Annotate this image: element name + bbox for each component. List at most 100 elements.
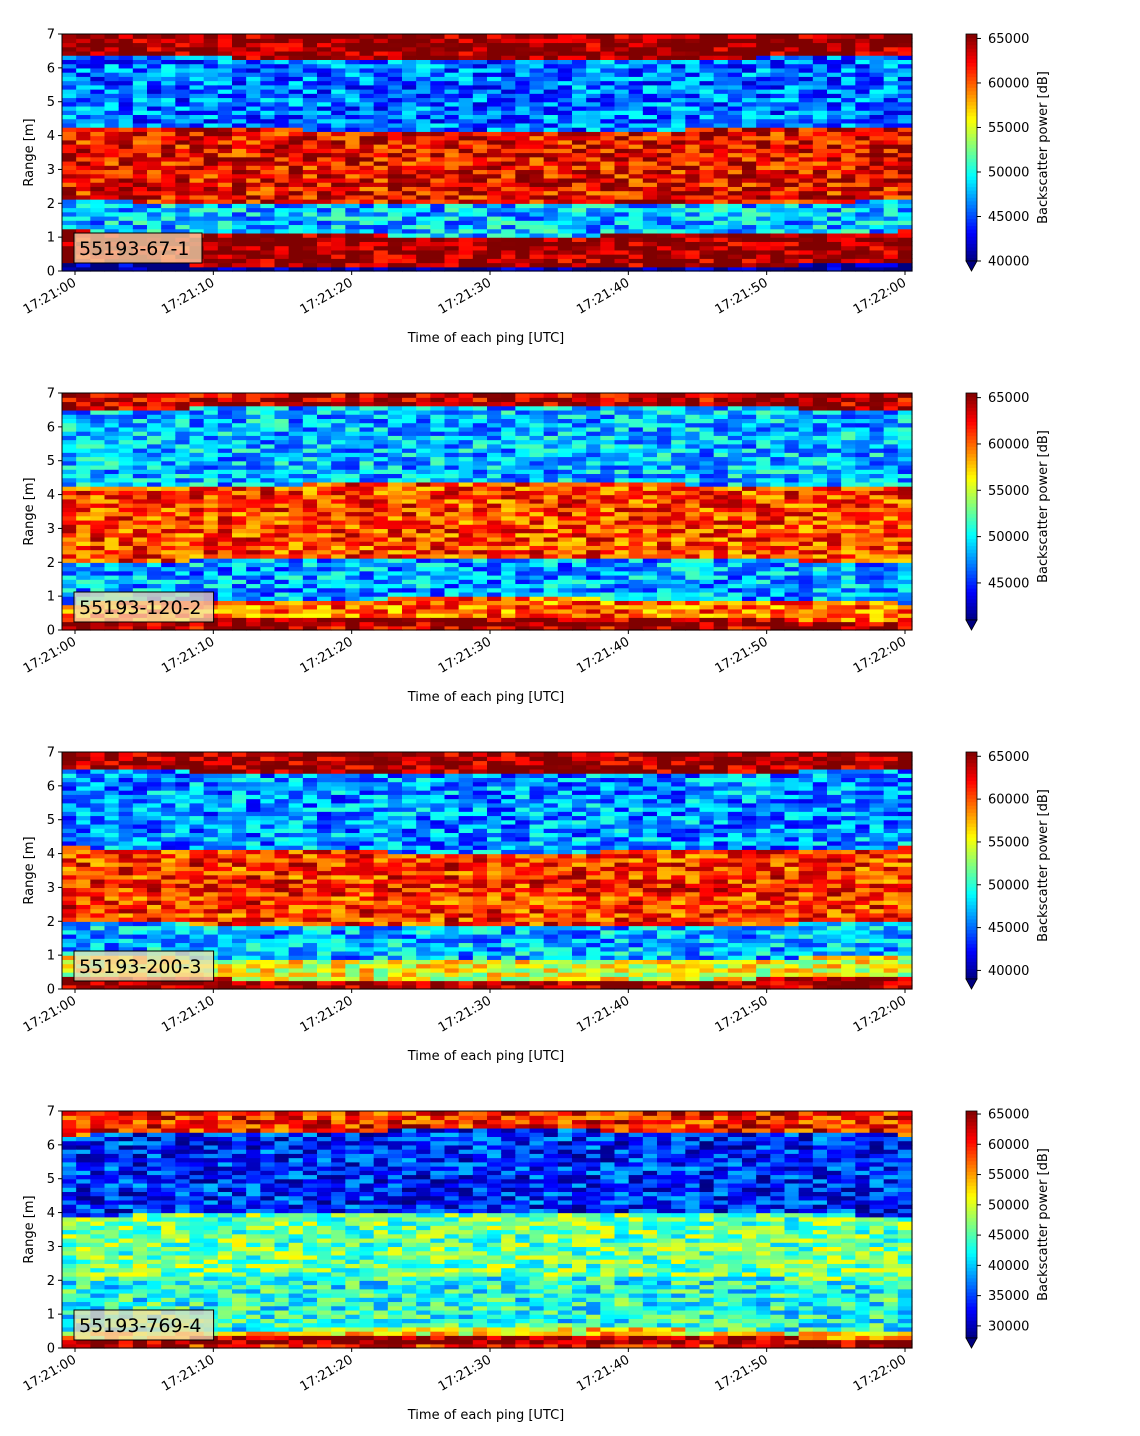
heatmap-cell — [387, 67, 403, 73]
heatmap-cell — [302, 38, 318, 44]
heatmap-cell — [317, 67, 332, 73]
heatmap-cell — [246, 456, 261, 462]
heatmap-cell — [118, 418, 134, 424]
heatmap-cell — [387, 237, 403, 242]
heatmap-cell — [175, 148, 191, 154]
heatmap-cell — [147, 469, 162, 475]
heatmap-cell — [62, 545, 77, 551]
heatmap-cell — [373, 477, 389, 483]
heatmap-cell — [147, 562, 162, 568]
heatmap-cell — [62, 401, 77, 407]
heatmap-cell — [614, 114, 630, 120]
heatmap-cell — [161, 621, 176, 627]
heatmap-cell — [416, 177, 431, 183]
heatmap-cell — [217, 169, 233, 175]
heatmap-cell — [784, 245, 800, 251]
heatmap-cell — [713, 245, 729, 251]
heatmap-cell — [812, 152, 828, 158]
heatmap-cell — [90, 182, 106, 187]
heatmap-cell — [784, 67, 800, 73]
heatmap-cell — [302, 237, 318, 242]
heatmap-cell — [203, 625, 219, 631]
heatmap-cell — [430, 579, 446, 585]
heatmap-cell — [302, 486, 318, 491]
heatmap-cell — [727, 228, 743, 234]
heatmap-cell — [430, 207, 446, 213]
heatmap-cell — [798, 215, 814, 221]
heatmap-cell — [331, 473, 346, 479]
heatmap-cell — [784, 237, 800, 242]
heatmap-cell — [232, 182, 247, 187]
heatmap-cell — [345, 401, 361, 407]
heatmap-cell — [557, 262, 573, 268]
heatmap-cell — [90, 519, 106, 525]
heatmap-cell — [883, 139, 899, 145]
colorbar-segment — [966, 221, 977, 227]
heatmap-cell — [90, 545, 106, 551]
heatmap-cell — [543, 190, 559, 196]
heatmap-cell — [572, 114, 587, 120]
heatmap-cell — [132, 397, 148, 403]
heatmap-cell — [373, 135, 389, 141]
heatmap-cell — [217, 42, 233, 48]
heatmap-cell — [76, 194, 91, 200]
heatmap-cell — [855, 67, 871, 73]
heatmap-cell — [232, 536, 247, 542]
heatmap-cell — [685, 76, 701, 82]
heatmap-cell — [487, 67, 502, 73]
heatmap-cell — [572, 245, 587, 251]
heatmap-cell — [302, 401, 318, 407]
heatmap-cell — [189, 397, 205, 403]
heatmap-cell — [869, 76, 885, 82]
heatmap-cell — [756, 101, 771, 107]
heatmap-cell — [118, 481, 134, 487]
heatmap-cell — [557, 237, 573, 242]
heatmap-cell — [487, 156, 502, 162]
heatmap-cell — [118, 579, 134, 585]
heatmap-cell — [869, 38, 885, 44]
heatmap-cell — [90, 122, 106, 128]
heatmap-cell — [189, 414, 205, 419]
heatmap-cell — [189, 541, 205, 546]
heatmap-cell — [246, 173, 261, 179]
heatmap-cell — [572, 262, 587, 268]
heatmap-cell — [232, 591, 247, 597]
heatmap-cell — [487, 46, 502, 52]
heatmap-cell — [883, 135, 899, 141]
heatmap-cell — [104, 443, 120, 449]
heatmap-cell — [727, 160, 743, 166]
heatmap-cell — [345, 473, 361, 479]
colorbar-segment — [966, 147, 977, 152]
heatmap-cell — [274, 558, 290, 563]
colorbar-segment — [966, 126, 977, 131]
heatmap-cell — [232, 393, 247, 398]
heatmap-cell — [671, 139, 686, 145]
heatmap-cell — [175, 97, 191, 103]
heatmap-cell — [232, 135, 247, 141]
heatmap-cell — [699, 211, 715, 217]
heatmap-cell — [118, 262, 134, 268]
heatmap-cell — [260, 194, 276, 200]
heatmap-cell — [331, 131, 346, 137]
heatmap-cell — [147, 76, 162, 82]
heatmap-cell — [430, 59, 446, 65]
heatmap-cell — [147, 515, 162, 521]
heatmap-cell — [161, 397, 176, 403]
heatmap-cell — [302, 249, 318, 255]
heatmap-cell — [90, 148, 106, 154]
heatmap-cell — [742, 203, 757, 209]
heatmap-cell — [161, 105, 176, 111]
heatmap-cell — [657, 139, 672, 145]
heatmap-cell — [671, 224, 686, 230]
heatmap-cell — [798, 190, 814, 196]
heatmap-cell — [189, 194, 205, 200]
heatmap-cell — [203, 532, 219, 538]
heatmap-cell — [897, 245, 913, 251]
heatmap-cell — [586, 249, 601, 255]
heatmap-cell — [62, 558, 77, 563]
heatmap-cell — [699, 114, 715, 120]
heatmap-cell — [260, 84, 276, 90]
heatmap-cell — [784, 97, 800, 103]
heatmap-cell — [642, 254, 658, 259]
heatmap-cell — [501, 190, 516, 196]
